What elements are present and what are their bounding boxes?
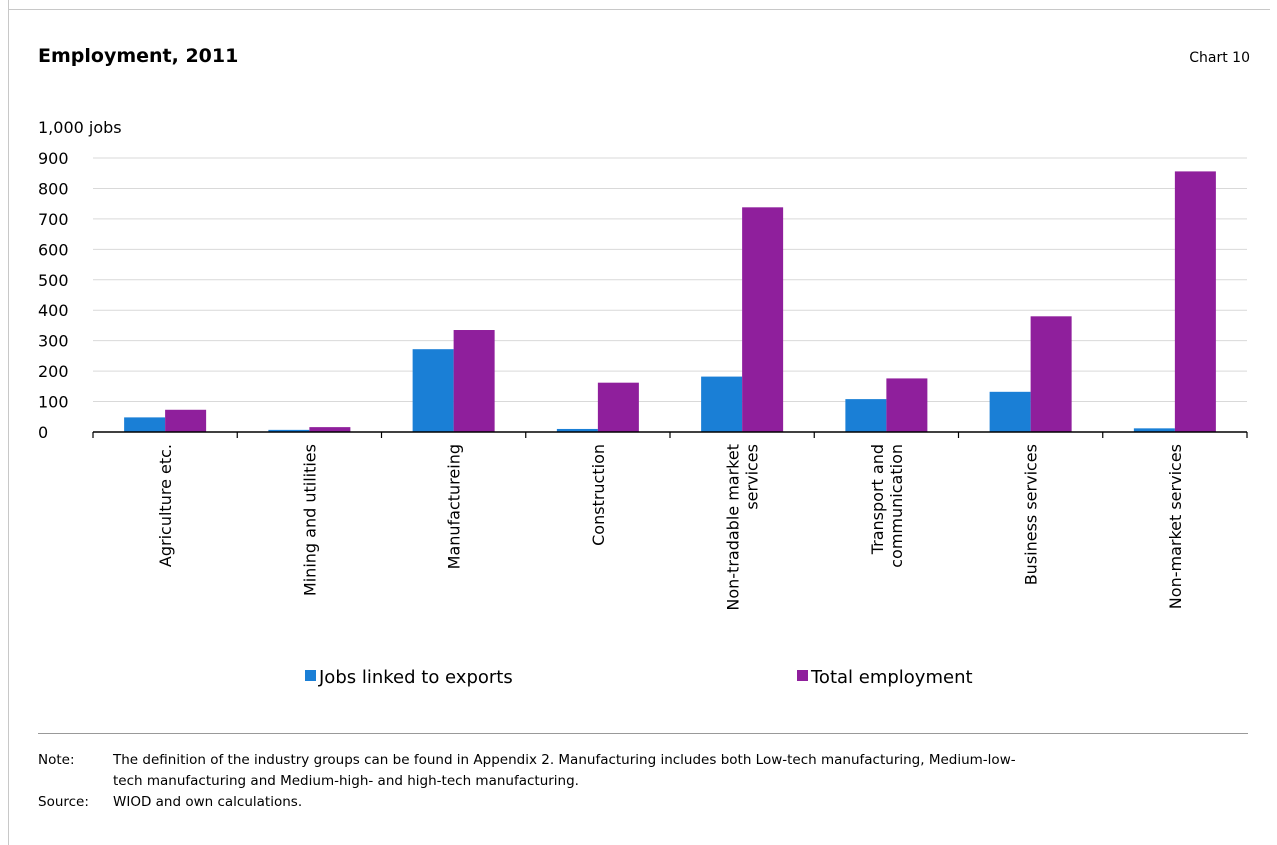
x-tick-label-line: Agriculture etc.: [156, 444, 175, 567]
y-tick-label: 700: [38, 210, 69, 229]
note-line-1: The definition of the industry groups ca…: [113, 752, 1016, 768]
bar-total: [1030, 316, 1072, 432]
bar-exports: [412, 349, 454, 432]
source-row: Source: WIOD and own calculations.: [38, 792, 1248, 813]
x-tick-label-line: services: [743, 444, 762, 510]
y-tick-label: 900: [38, 149, 69, 168]
bar-total: [1174, 171, 1216, 432]
x-tick-label-line: Transport and: [868, 444, 887, 555]
note-label: Note:: [38, 752, 75, 768]
bar-exports: [845, 399, 887, 432]
chart-number: Chart 10: [1189, 50, 1250, 66]
note-row: Note: The definition of the industry gro…: [38, 750, 1248, 792]
x-tick-label-line: Non-market services: [1166, 444, 1185, 609]
bar-total: [597, 382, 639, 432]
bar-total: [309, 427, 351, 432]
x-tick-label: Business services: [1022, 444, 1041, 585]
legend-swatch: [797, 670, 808, 681]
frame-top-border: [8, 9, 1270, 10]
y-tick-label: 800: [38, 179, 69, 198]
bar-total: [886, 378, 928, 432]
x-tick-label: Non-tradable marketservices: [724, 444, 762, 611]
x-tick-label: Construction: [589, 444, 608, 546]
y-tick-label: 300: [38, 332, 69, 351]
bar-chart: 1,000 jobs 0 100 200 300 400 500 600 700 800 900 Ag…: [38, 118, 1248, 688]
bar-exports: [701, 376, 743, 432]
legend-label: Jobs linked to exports: [318, 667, 513, 688]
y-tick-label: 0: [38, 423, 48, 442]
bar-exports: [556, 428, 598, 432]
bar-total: [453, 330, 495, 432]
x-tick-label-line: communication: [887, 444, 906, 568]
frame-left-border: [8, 0, 9, 845]
x-tick-label-line: Manufactureing: [445, 444, 464, 569]
x-tick-label-line: Business services: [1022, 444, 1041, 585]
bar-exports: [1133, 428, 1175, 432]
x-tick-label-line: Non-tradable market: [724, 444, 743, 611]
y-tick-label: 200: [38, 362, 69, 381]
x-tick-label: Non-market services: [1166, 444, 1185, 609]
x-tick-label: Transport andcommunication: [868, 444, 906, 568]
x-tick-label: Manufactureing: [445, 444, 464, 569]
y-tick-label: 500: [38, 271, 69, 290]
source-text: WIOD and own calculations.: [113, 794, 303, 810]
x-tick-label-line: Construction: [589, 444, 608, 546]
y-tick-label: 100: [38, 393, 69, 412]
note-line-2: tech manufacturing and Medium-high- and …: [113, 773, 579, 789]
y-tick-label: 400: [38, 301, 69, 320]
legend-label: Total employment: [810, 667, 973, 688]
y-axis-label: 1,000 jobs: [38, 118, 122, 137]
source-label: Source:: [38, 794, 89, 810]
chart-title: Employment, 2011: [38, 45, 239, 67]
note-text: The definition of the industry groups ca…: [113, 750, 1248, 792]
footer-divider: [38, 733, 1248, 734]
x-tick-label: Mining and utilities: [300, 444, 319, 596]
y-tick-label: 600: [38, 240, 69, 259]
bar-exports: [989, 391, 1031, 432]
legend-swatch: [305, 670, 316, 681]
bar-total: [742, 207, 784, 432]
footer-notes: Note: The definition of the industry gro…: [38, 750, 1248, 813]
x-tick-label: Agriculture etc.: [156, 444, 175, 567]
bar-exports: [268, 429, 310, 432]
bar-exports: [124, 417, 166, 432]
x-tick-label-line: Mining and utilities: [300, 444, 319, 596]
bar-total: [165, 409, 207, 432]
